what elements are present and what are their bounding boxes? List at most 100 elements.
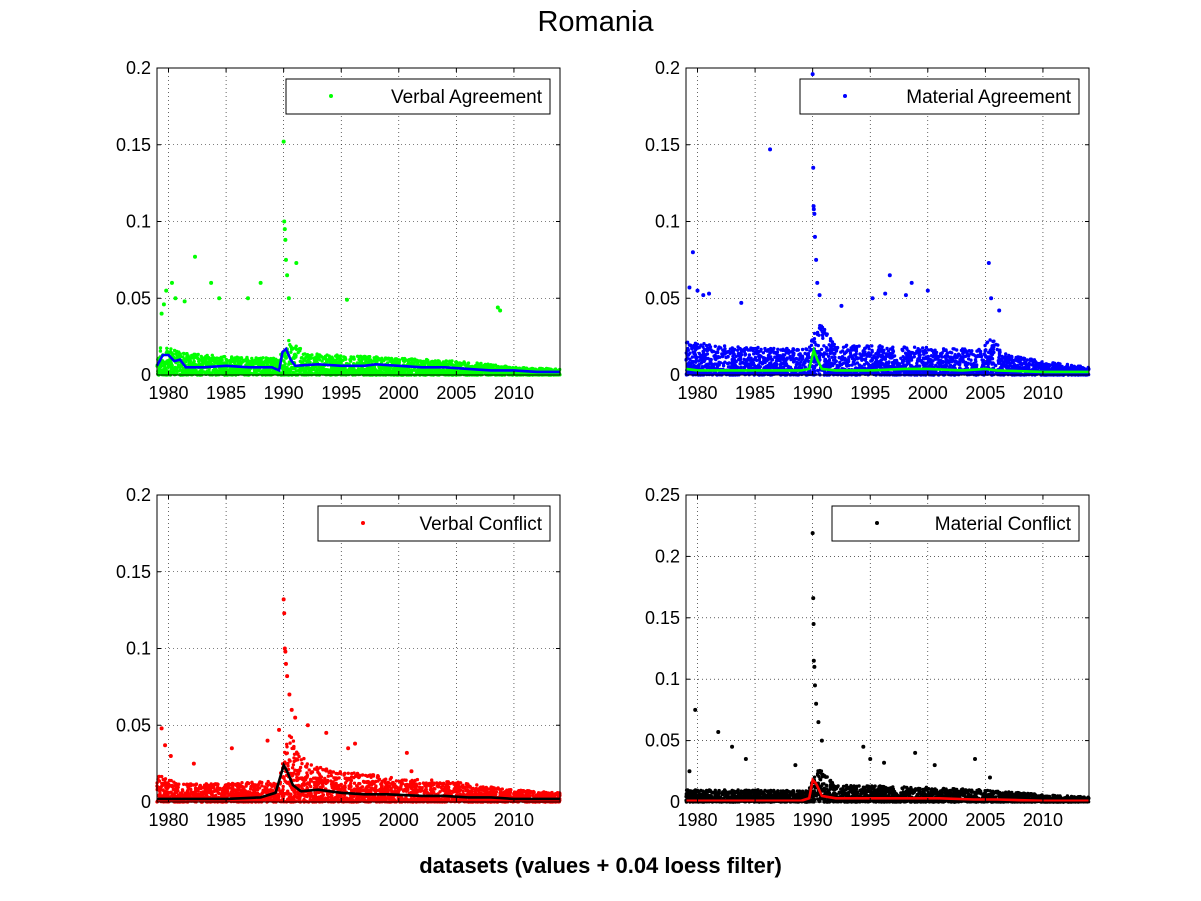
- data-point: [158, 346, 163, 350]
- data-point: [240, 371, 244, 375]
- data-point: [473, 364, 478, 368]
- data-point: [694, 355, 698, 360]
- data-point: [214, 367, 218, 372]
- data-point: [335, 372, 340, 377]
- data-point: [901, 348, 905, 353]
- data-point: [343, 355, 347, 360]
- data-point: [700, 359, 705, 363]
- data-point: [392, 370, 396, 375]
- data-point: [165, 360, 169, 364]
- data-point: [258, 280, 263, 285]
- data-point: [454, 360, 458, 364]
- data-point: [731, 354, 735, 359]
- data-point: [694, 348, 698, 352]
- data-point: [966, 357, 971, 361]
- data-point: [163, 368, 167, 372]
- data-point: [730, 357, 734, 362]
- data-point: [319, 370, 323, 374]
- data-point: [706, 348, 710, 352]
- data-point: [921, 356, 926, 360]
- data-point: [460, 369, 465, 374]
- data-point: [185, 355, 189, 360]
- data-point: [1066, 367, 1070, 371]
- data-point: [872, 372, 876, 377]
- data-point: [723, 360, 727, 364]
- data-point: [173, 296, 178, 301]
- data-point: [822, 351, 827, 355]
- data-point: [373, 357, 377, 361]
- data-point: [245, 362, 249, 367]
- data-point: [816, 343, 820, 348]
- data-point: [827, 358, 832, 363]
- y-tick-label: 0.15: [116, 135, 151, 155]
- data-point: [190, 362, 195, 366]
- data-point: [998, 350, 1002, 354]
- data-point: [866, 353, 870, 358]
- data-point: [477, 362, 481, 366]
- data-point: [1009, 364, 1013, 368]
- data-point: [819, 347, 824, 352]
- data-point: [969, 362, 973, 367]
- data-point: [809, 343, 814, 347]
- data-point: [301, 352, 306, 356]
- data-point: [707, 366, 712, 370]
- data-point: [761, 351, 766, 355]
- data-point: [401, 359, 406, 363]
- data-point: [692, 360, 696, 364]
- y-tick-label: 0.05: [116, 288, 151, 308]
- data-point: [285, 273, 290, 278]
- data-point: [740, 360, 745, 365]
- legend-marker: [329, 94, 333, 98]
- data-point: [170, 364, 174, 369]
- data-point: [860, 366, 864, 370]
- data-point: [462, 360, 466, 364]
- data-point: [784, 351, 789, 355]
- data-point: [162, 363, 166, 368]
- data-point: [200, 361, 205, 365]
- data-point: [912, 345, 917, 349]
- data-point: [181, 369, 185, 373]
- data-point: [940, 351, 944, 355]
- data-point: [210, 353, 214, 357]
- data-point: [321, 356, 326, 360]
- data-point: [195, 354, 199, 358]
- data-point: [905, 346, 909, 350]
- data-point: [286, 296, 291, 301]
- data-point: [915, 359, 920, 363]
- data-point: [828, 351, 833, 356]
- data-point: [961, 350, 965, 354]
- data-point: [1003, 359, 1007, 363]
- data-point: [943, 355, 947, 359]
- data-point: [415, 359, 419, 363]
- data-point: [747, 353, 752, 357]
- data-point: [817, 326, 822, 330]
- y-tick-label: 0.2: [126, 58, 151, 78]
- data-point: [294, 344, 298, 348]
- data-point: [713, 344, 717, 348]
- data-point: [283, 237, 288, 242]
- data-point: [307, 369, 311, 374]
- data-point: [1082, 366, 1086, 371]
- figure-title: Romania: [537, 6, 654, 38]
- data-point: [306, 354, 311, 358]
- data-point: [713, 362, 717, 366]
- data-point: [310, 353, 314, 357]
- data-point: [159, 311, 164, 316]
- data-point: [781, 347, 785, 351]
- data-point: [158, 349, 163, 353]
- data-point: [830, 355, 834, 359]
- data-point: [164, 288, 169, 293]
- data-point: [985, 340, 990, 344]
- data-point: [346, 368, 350, 372]
- data-point: [817, 333, 821, 337]
- data-point: [859, 353, 864, 358]
- data-point: [354, 369, 358, 373]
- data-point: [301, 360, 305, 365]
- data-point: [917, 355, 922, 359]
- data-point: [267, 360, 271, 364]
- data-point: [272, 359, 277, 363]
- data-point: [219, 359, 223, 363]
- data-point: [388, 359, 392, 363]
